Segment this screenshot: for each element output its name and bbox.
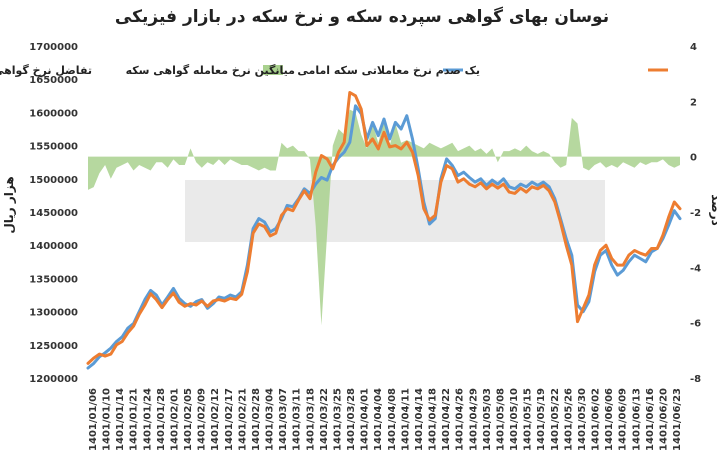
y-tick-label: 1650000 [29,75,78,86]
x-tick-label: 1401/05/19 [536,388,547,451]
x-tick-label: 1401/04/01 [360,388,371,451]
y2-axis-label: درصد [709,194,723,226]
x-tick-label: 1401/03/28 [346,388,357,451]
x-tick-label: 1401/05/10 [509,388,520,451]
x-tick-label: 1401/04/22 [441,388,452,451]
y-tick-label: 1350000 [29,274,78,285]
chart-title: نوسان بهای گواهی سپرده سکه و نرخ سکه در … [115,6,609,27]
x-tick-label: 1401/01/24 [142,388,153,451]
x-tick-label: 1401/06/20 [658,388,669,451]
x-tick-label: 1401/05/30 [577,388,588,451]
area-layer [88,109,680,326]
x-tick-label: 1401/06/16 [645,388,656,451]
y-tick-label: 1550000 [29,142,78,153]
x-tick-label: 1401/02/05 [183,388,194,451]
x-tick-label: 1401/05/15 [523,388,534,451]
x-tick-label: 1401/06/13 [631,388,642,451]
y-tick-label: 1200000 [29,374,78,385]
x-tick-label: 1401/04/18 [428,388,439,451]
y-tick-label: 1250000 [29,341,78,352]
y-axis-ticks: 1700000 1650000 1600000 1550000 1500000 14500… [29,42,78,385]
x-tick-label: 1401/02/12 [210,388,221,451]
series-diff-area [88,109,680,326]
x-tick-label: 1401/02/01 [170,388,181,451]
y-axis-label: هزار ریال [2,176,16,233]
legend-swatch-diff [263,65,283,75]
x-tick-label: 1401/04/04 [373,388,384,451]
x-tick-label: 1401/02/21 [237,388,248,451]
x-tick-label: 1401/01/21 [129,388,140,451]
x-tick-label: 1401/02/17 [224,388,235,451]
y2-tick-label: -8 [690,374,701,385]
line-layer [86,91,682,370]
x-tick-label: 1401/02/28 [251,388,262,451]
x-tick-label: 1401/05/22 [550,388,561,451]
y-tick-label: 1450000 [29,208,78,219]
y2-tick-label: -2 [690,208,701,219]
y-tick-label: 1500000 [29,175,78,186]
x-tick-label: 1401/03/25 [333,388,344,451]
x-tick-label: 1401/05/03 [482,388,493,451]
x-tick-label: 1401/04/08 [387,388,398,451]
x-tick-label: 1401/03/04 [265,388,276,451]
x-tick-label: 1401/03/11 [292,388,303,451]
y2-tick-label: 0 [690,153,697,164]
x-tick-label: 1401/06/23 [672,388,683,451]
y-tick-label: 1400000 [29,241,78,252]
x-tick-label: 1401/03/07 [278,388,289,451]
y2-tick-label: 2 [690,97,697,108]
y-tick-label: 1700000 [29,42,78,53]
legend: تفاضل نرخ گواهی و سکه فیزیکی میانگین نرخ… [0,64,668,77]
watermark [185,180,605,242]
y2-axis-ticks: 4 2 0 -2 -4 -6 -8 [690,42,701,385]
y2-tick-label: -4 [690,263,701,274]
y2-tick-label: -6 [690,319,701,330]
x-tick-label: 1401/05/26 [563,388,574,451]
x-tick-label: 1401/05/08 [495,388,506,451]
x-tick-label: 1401/03/22 [319,388,330,451]
legend-label-coin: یک صدم نرخ معاملاتی سکه امامی [297,64,480,77]
x-tick-label: 1401/04/26 [455,388,466,451]
x-tick-label: 1401/01/28 [156,388,167,451]
x-tick-label: 1401/01/06 [88,388,99,451]
x-tick-label: 1401/02/09 [197,388,208,451]
y2-tick-label: 4 [690,42,697,53]
legend-label-diff: تفاضل نرخ گواهی و سکه فیزیکی [0,64,92,77]
x-tick-label: 1401/04/29 [468,388,479,451]
x-axis-ticks: 1401/01/06 1401/01/10 1401/01/14 1401/01/21… [88,388,683,451]
series-coin-line [86,91,682,365]
x-tick-label: 1401/01/14 [115,388,126,451]
y-tick-label: 1600000 [29,108,78,119]
x-tick-label: 1401/04/11 [400,388,411,451]
x-tick-label: 1401/01/10 [102,388,113,451]
x-tick-label: 1401/06/06 [604,388,615,451]
x-tick-label: 1401/04/14 [414,388,425,451]
x-tick-label: 1401/06/02 [591,388,602,451]
y-tick-label: 1300000 [29,308,78,319]
legend-label-certificate: میانگین نرخ معامله گواهی سکه [126,64,295,77]
x-tick-label: 1401/06/09 [618,388,629,451]
x-tick-label: 1401/03/18 [305,388,316,451]
